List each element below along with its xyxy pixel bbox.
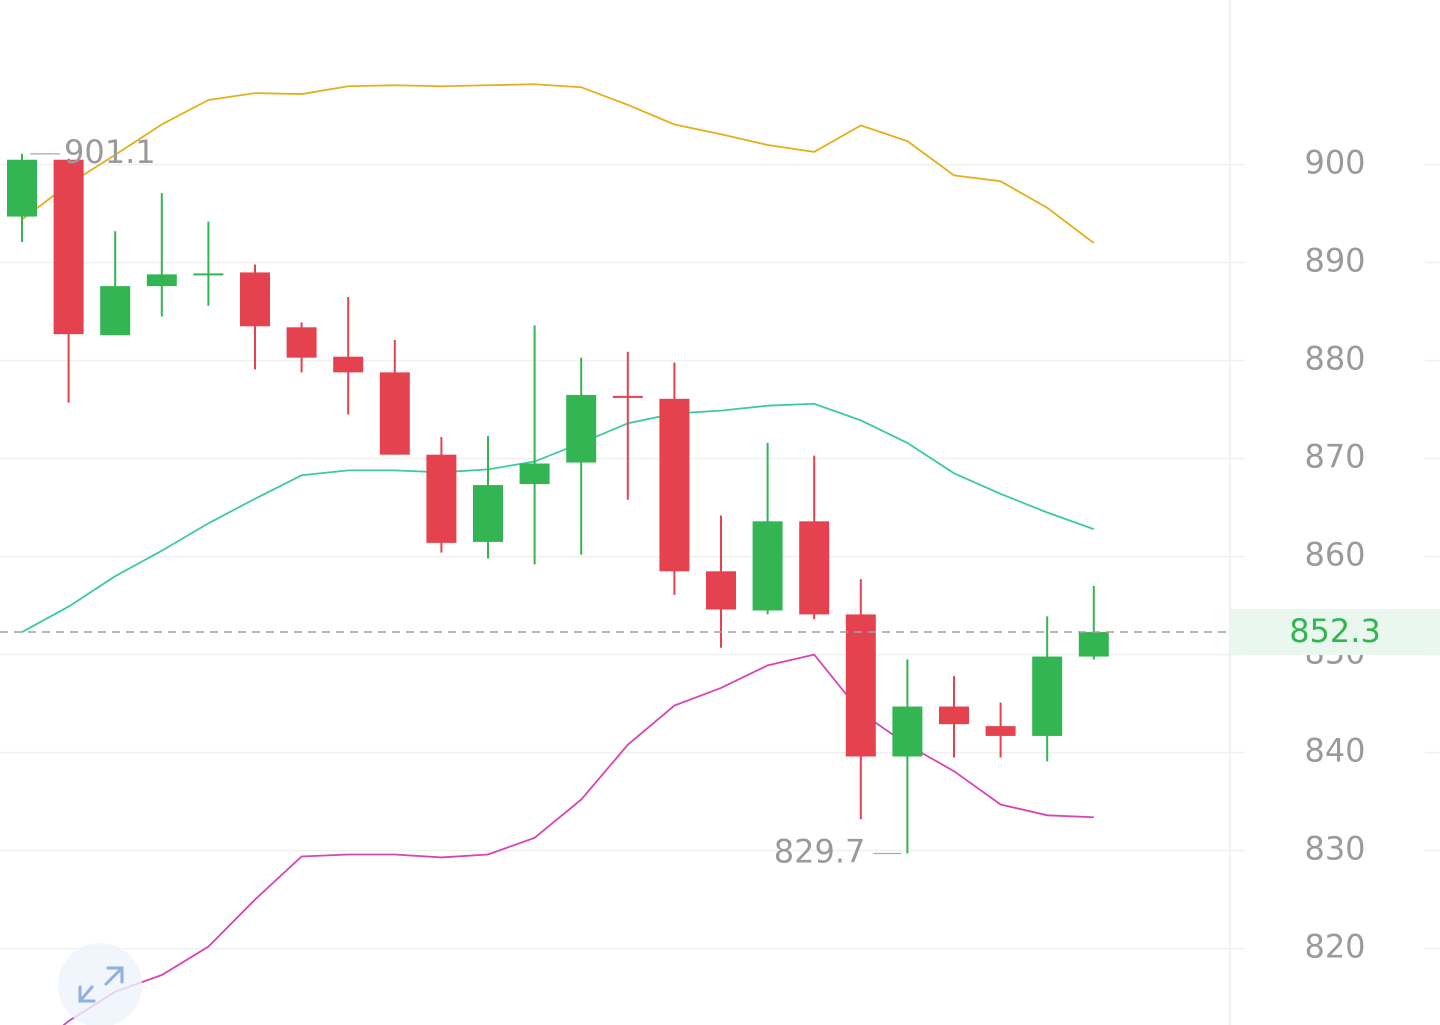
candle-body [799,521,830,615]
band-line [21,402,1095,633]
y-tick-label: 880 [1304,340,1365,378]
candle-body [286,327,317,358]
min-label: 829.7 [774,833,866,871]
last-price-label: 852.3 [1289,612,1381,650]
band-line [62,653,1094,1025]
candle-body [193,273,224,276]
candle-body [240,272,270,327]
expand-icon[interactable] [78,966,124,1003]
candle-body [985,726,1016,736]
candle-body [146,274,177,287]
overlay: 852.3 901.1 829.7 [0,133,1440,871]
candle-body [7,159,37,217]
candle-body [1032,656,1063,736]
y-tick-label: 840 [1304,732,1365,770]
candle-body [892,706,923,757]
y-tick-label: 820 [1304,928,1365,966]
candles [7,153,1109,854]
max-label: 901.1 [64,133,156,171]
candle-body [333,356,364,373]
last-price-box [1230,609,1440,656]
y-tick-label: 900 [1304,144,1365,182]
y-tick-label: 860 [1304,536,1365,574]
candle-body [845,614,876,757]
candle-body [706,571,736,610]
y-tick-label: 890 [1304,242,1365,280]
band-line [21,83,1095,244]
candle-body [379,372,410,455]
expand-button[interactable] [58,943,142,1025]
grid: 820830840850860870880890900 [0,144,1440,966]
candle-body [100,286,131,336]
candle-body [939,706,969,725]
candle-body [53,159,84,335]
candle-body [752,521,783,611]
candle-body [473,485,503,542]
y-tick-label: 830 [1304,830,1365,868]
candle-body [519,463,550,485]
expand-circle[interactable] [58,943,142,1025]
candle-body [659,398,690,572]
candle-body [1078,632,1109,657]
y-tick-label: 870 [1304,438,1365,476]
candle-body [612,395,643,398]
candle-body [566,394,597,463]
candle-body [426,454,457,543]
bands [21,83,1095,1025]
